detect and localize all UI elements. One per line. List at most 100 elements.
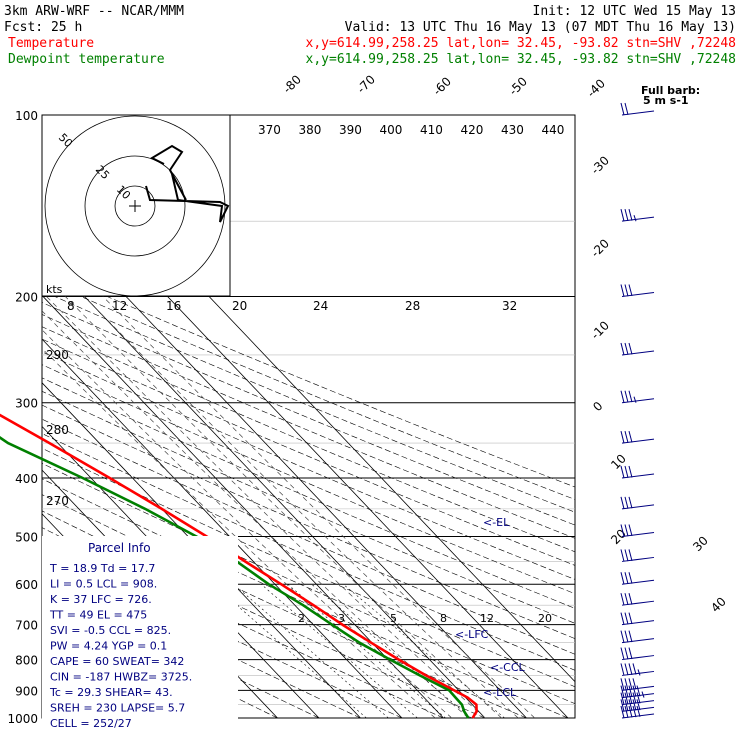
wind-barb-flag bbox=[628, 685, 633, 698]
wind-barb-flag bbox=[620, 102, 625, 116]
parcel-info-rows: T = 18.9 Td = 17.7 LI = 0.5 LCL = 908. K =… bbox=[49, 562, 192, 730]
wind-barb-half bbox=[633, 215, 637, 222]
wind-barb-flag bbox=[632, 685, 637, 697]
valid-time: Valid: 13 UTC Thu 16 May 13 (07 MDT Thu … bbox=[345, 20, 736, 35]
wind-barb-staff bbox=[621, 504, 655, 510]
moist-adiabat-label: 16 bbox=[166, 299, 181, 313]
pressure-label-1000: 1000 bbox=[7, 712, 38, 726]
dry-adiabat bbox=[42, 338, 575, 566]
wind-barb-staff bbox=[621, 579, 655, 585]
wind-barb-flag bbox=[624, 549, 629, 562]
wind-barb-flag bbox=[624, 630, 629, 643]
dry-adiabat bbox=[42, 404, 575, 639]
wind-barb-flag bbox=[620, 593, 625, 606]
ccl-marker: <-CCL bbox=[490, 661, 526, 674]
mixing-ratio-label: 5 bbox=[390, 612, 397, 625]
wind-barb-flag bbox=[624, 102, 629, 115]
parcel-info-panel bbox=[42, 536, 238, 726]
theta-label: 400 bbox=[380, 123, 403, 137]
lcl-marker: <-LCL bbox=[483, 686, 517, 699]
wind-barb-staff bbox=[621, 693, 655, 699]
wind-barb-flag bbox=[628, 549, 633, 561]
wind-barb bbox=[620, 572, 655, 585]
theta-label: 430 bbox=[501, 123, 524, 137]
wind-barb-flag bbox=[628, 524, 633, 537]
wind-barb-flag bbox=[620, 496, 625, 510]
isotherm-label: -50 bbox=[506, 74, 530, 98]
hodograph-units: kts bbox=[46, 283, 63, 296]
parcel-info-row: K = 37 LFC = 726. bbox=[50, 593, 152, 606]
wind-barb-flag bbox=[620, 705, 625, 719]
wind-barb-flag bbox=[624, 430, 629, 443]
wind-barb-half bbox=[641, 691, 645, 698]
wind-barb-flag bbox=[624, 390, 629, 403]
mixing-ratio-label: 2 bbox=[298, 612, 305, 625]
isotherm bbox=[42, 338, 403, 718]
wind-barb-flag bbox=[620, 572, 625, 585]
wind-barb-flag bbox=[628, 284, 633, 297]
wind-barb-flag bbox=[628, 692, 633, 705]
wind-barb-flag bbox=[624, 342, 629, 355]
moist-adiabat-label: 20 bbox=[232, 299, 247, 313]
parcel-info-row: PW = 4.24 YGP = 0.1 bbox=[50, 640, 167, 653]
moist-adiabat-label: 28 bbox=[405, 299, 420, 313]
dry-adiabat bbox=[42, 351, 575, 580]
wind-barb-flag bbox=[620, 342, 625, 356]
mixing-ratio-label: 20 bbox=[538, 612, 552, 625]
theta-label: 390 bbox=[339, 123, 362, 137]
wind-barb-flag bbox=[624, 284, 629, 297]
hodograph-trace bbox=[145, 144, 230, 223]
wind-barb-staff bbox=[621, 398, 655, 404]
wind-barb-flag bbox=[632, 678, 637, 690]
isotherm-label: -10 bbox=[588, 318, 612, 342]
dry-adiabat bbox=[42, 478, 569, 718]
isotherm-label: 0 bbox=[590, 399, 605, 414]
pressure-label-700: 700 bbox=[15, 619, 38, 633]
wind-barb bbox=[620, 630, 655, 644]
wind-barb-flag bbox=[620, 549, 625, 562]
moist-adiabat-label: 8 bbox=[67, 299, 75, 313]
wind-barb-flag bbox=[632, 699, 637, 711]
wind-barb-flag bbox=[624, 209, 629, 222]
theta-label: 420 bbox=[461, 123, 484, 137]
wind-barb-flag bbox=[636, 692, 641, 704]
wind-barb-staff bbox=[621, 216, 655, 222]
wind-barb-flag bbox=[624, 496, 629, 509]
wind-barb bbox=[620, 663, 655, 676]
forecast-hour: Fcst: 25 h bbox=[4, 20, 82, 35]
wind-barb-flag bbox=[624, 699, 629, 712]
isotherm bbox=[42, 382, 361, 718]
init-time: Init: 12 UTC Wed 15 May 13 bbox=[533, 4, 737, 19]
mixing-ratio-line bbox=[260, 583, 418, 718]
moist-adiabat bbox=[42, 272, 502, 718]
dry-adiabat bbox=[42, 447, 575, 688]
moist-adiabat bbox=[42, 329, 453, 718]
wind-barb-staff bbox=[621, 706, 655, 712]
wind-barb-flag bbox=[632, 663, 637, 675]
wind-barb-flag bbox=[620, 209, 625, 222]
lfc-marker: <-LFC bbox=[455, 628, 489, 641]
wind-barb bbox=[620, 692, 655, 706]
wind-barb-flag bbox=[628, 430, 633, 443]
wind-barb-flag bbox=[632, 692, 637, 704]
barb-key-units: 5 m s-1 bbox=[643, 94, 689, 107]
wind-barb-staff bbox=[621, 685, 655, 691]
pressure-label-400: 400 bbox=[15, 472, 38, 486]
parcel-info-row: SVI = -0.5 CCL = 825. bbox=[50, 624, 171, 637]
wind-barb-flag bbox=[624, 612, 629, 625]
pressure-label-200: 200 bbox=[15, 291, 38, 305]
mixing-ratio-label: 8 bbox=[440, 612, 447, 625]
wind-barb-staff bbox=[621, 713, 655, 719]
theta-label: 440 bbox=[542, 123, 565, 137]
wind-barb bbox=[620, 342, 655, 356]
barb-key-title: Full barb: bbox=[641, 84, 700, 97]
wind-barb bbox=[620, 699, 655, 712]
theta-label: 410 bbox=[420, 123, 443, 137]
wind-barb-flag bbox=[620, 678, 625, 691]
wind-barb-staff bbox=[621, 670, 655, 676]
wind-barb-flag bbox=[620, 524, 625, 537]
wind-barb bbox=[620, 524, 655, 537]
